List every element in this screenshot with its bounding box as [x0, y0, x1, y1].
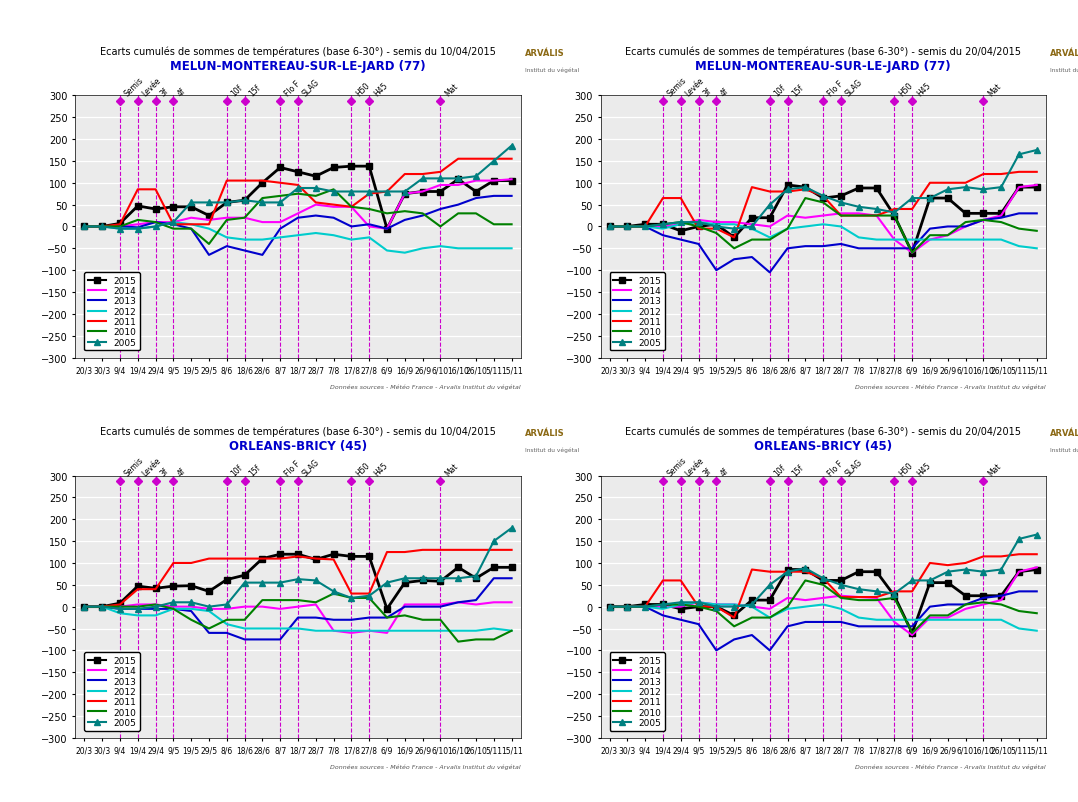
Text: Institut du végétal: Institut du végétal: [1050, 448, 1078, 452]
Text: SLAG: SLAG: [844, 458, 865, 478]
Text: 10f: 10f: [773, 463, 788, 478]
Text: Levée: Levée: [140, 76, 163, 99]
Text: Flo F: Flo F: [826, 79, 845, 99]
Text: Données sources - Météo France - Arvalis Institut du végétal: Données sources - Météo France - Arvalis…: [330, 384, 521, 390]
Text: MELUN-MONTEREAU-SUR-LE-JARD (77): MELUN-MONTEREAU-SUR-LE-JARD (77): [695, 59, 951, 73]
Text: 10f: 10f: [773, 83, 788, 99]
Text: Données sources - Météo France - Arvalis Institut du végétal: Données sources - Météo France - Arvalis…: [330, 764, 521, 770]
Text: ORLEANS-BRICY (45): ORLEANS-BRICY (45): [229, 439, 367, 452]
Text: H45: H45: [372, 461, 389, 478]
Text: H45: H45: [915, 81, 932, 99]
Text: 4f: 4f: [719, 87, 731, 99]
Text: Semis: Semis: [665, 456, 688, 478]
Text: 3f: 3f: [158, 467, 170, 478]
Text: ARVÁLIS: ARVÁLIS: [525, 49, 565, 58]
Legend: 2015, 2014, 2013, 2012, 2011, 2010, 2005: 2015, 2014, 2013, 2012, 2011, 2010, 2005: [609, 653, 665, 731]
Text: 15f: 15f: [247, 83, 262, 99]
Text: H50: H50: [354, 81, 372, 99]
Text: SLAG: SLAG: [844, 78, 865, 99]
Text: Données sources - Météo France - Arvalis Institut du végétal: Données sources - Météo France - Arvalis…: [855, 764, 1046, 770]
Text: Mat: Mat: [443, 461, 459, 478]
Text: MELUN-MONTEREAU-SUR-LE-JARD (77): MELUN-MONTEREAU-SUR-LE-JARD (77): [170, 59, 426, 73]
Text: Données sources - Météo France - Arvalis Institut du végétal: Données sources - Météo France - Arvalis…: [855, 384, 1046, 390]
Text: Mat: Mat: [986, 461, 1003, 478]
Text: Flo F: Flo F: [826, 459, 845, 478]
Title: Ecarts cumulés de sommes de températures (base 6-30°) - semis du 20/04/2015: Ecarts cumulés de sommes de températures…: [625, 426, 1021, 436]
Text: Flo F: Flo F: [282, 79, 302, 99]
Legend: 2015, 2014, 2013, 2012, 2011, 2010, 2005: 2015, 2014, 2013, 2012, 2011, 2010, 2005: [84, 653, 140, 731]
Text: 15f: 15f: [247, 463, 262, 478]
Title: Ecarts cumulés de sommes de températures (base 6-30°) - semis du 20/04/2015: Ecarts cumulés de sommes de températures…: [625, 47, 1021, 57]
Text: 3f: 3f: [701, 87, 713, 99]
Text: Flo F: Flo F: [282, 459, 302, 478]
Text: H45: H45: [372, 81, 389, 99]
Text: H50: H50: [354, 461, 372, 478]
Text: ARVÁLIS: ARVÁLIS: [1050, 429, 1078, 438]
Text: Mat: Mat: [986, 82, 1003, 99]
Text: H45: H45: [915, 461, 932, 478]
Text: Levée: Levée: [140, 456, 163, 478]
Text: 4f: 4f: [176, 467, 188, 478]
Text: H50: H50: [897, 461, 914, 478]
Title: Ecarts cumulés de sommes de températures (base 6-30°) - semis du 10/04/2015: Ecarts cumulés de sommes de températures…: [100, 47, 496, 57]
Text: Institut du végétal: Institut du végétal: [1050, 67, 1078, 73]
Text: Levée: Levée: [683, 456, 706, 478]
Text: 4f: 4f: [176, 87, 188, 99]
Text: Semis: Semis: [123, 456, 146, 478]
Text: Institut du végétal: Institut du végétal: [525, 67, 579, 73]
Text: Semis: Semis: [665, 76, 688, 99]
Text: 4f: 4f: [719, 467, 731, 478]
Text: Levée: Levée: [683, 76, 706, 99]
Text: Institut du végétal: Institut du végétal: [525, 448, 579, 452]
Text: ARVÁLIS: ARVÁLIS: [525, 429, 565, 438]
Legend: 2015, 2014, 2013, 2012, 2011, 2010, 2005: 2015, 2014, 2013, 2012, 2011, 2010, 2005: [84, 273, 140, 351]
Text: ORLEANS-BRICY (45): ORLEANS-BRICY (45): [755, 439, 893, 452]
Text: 15f: 15f: [790, 463, 805, 478]
Title: Ecarts cumulés de sommes de températures (base 6-30°) - semis du 10/04/2015: Ecarts cumulés de sommes de températures…: [100, 426, 496, 436]
Legend: 2015, 2014, 2013, 2012, 2011, 2010, 2005: 2015, 2014, 2013, 2012, 2011, 2010, 2005: [609, 273, 665, 351]
Text: 15f: 15f: [790, 83, 805, 99]
Text: Mat: Mat: [443, 82, 459, 99]
Text: 3f: 3f: [701, 467, 713, 478]
Text: Semis: Semis: [123, 76, 146, 99]
Text: 10f: 10f: [230, 83, 245, 99]
Text: H50: H50: [897, 81, 914, 99]
Text: ARVÁLIS: ARVÁLIS: [1050, 49, 1078, 58]
Text: 10f: 10f: [230, 463, 245, 478]
Text: SLAG: SLAG: [301, 78, 321, 99]
Text: 3f: 3f: [158, 87, 170, 99]
Text: SLAG: SLAG: [301, 458, 321, 478]
